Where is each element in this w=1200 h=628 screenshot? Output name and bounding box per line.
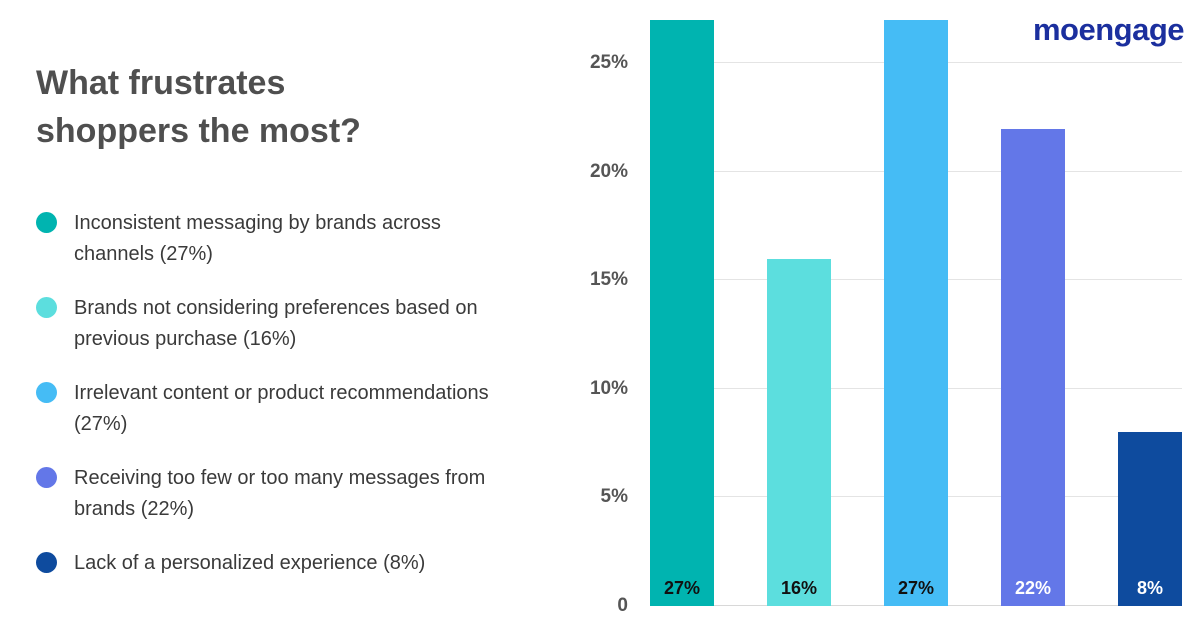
legend-item: Brands not considering preferences based…	[36, 293, 496, 355]
bars-container: 27% 16% 27% 22% 8%	[650, 20, 1182, 606]
bar: 16%	[767, 258, 831, 606]
bar-value-label: 16%	[780, 578, 818, 598]
y-axis-tick-label: 20%	[589, 160, 628, 182]
y-axis-tick-label: 25%	[589, 52, 628, 74]
moengage-logo: moengage	[1032, 12, 1185, 47]
legend-dot-icon	[36, 382, 57, 403]
bar: 22%	[1001, 128, 1065, 606]
y-axis-tick-label: 10%	[589, 377, 628, 399]
y-axis-tick-label: 15%	[589, 269, 628, 291]
bar-value-label: 27%	[897, 578, 935, 598]
legend-label: Irrelevant content or product recommenda…	[74, 382, 489, 435]
bar: 8%	[1118, 432, 1182, 606]
legend-item: Receiving too few or too many messages f…	[36, 463, 496, 525]
bar-value-label: 8%	[1136, 578, 1163, 598]
legend-dot-icon	[36, 552, 57, 573]
y-axis-tick-label: 5%	[600, 486, 628, 508]
legend-item: Irrelevant content or product recommenda…	[36, 378, 496, 440]
plot-area: 27% 16% 27% 22% 8%	[650, 20, 1182, 606]
legend-dot-icon	[36, 212, 57, 233]
legend-dot-icon	[36, 297, 57, 318]
chart-legend: Inconsistent messaging by brands across …	[36, 208, 496, 579]
legend-item: Lack of a personalized experience (8%)	[36, 548, 496, 579]
chart-title: What frustrates shoppers the most?	[36, 64, 361, 150]
legend-label: Lack of a personalized experience (8%)	[74, 552, 426, 574]
legend-label: Inconsistent messaging by brands across …	[74, 212, 441, 265]
bar-value-label: 27%	[663, 578, 701, 598]
legend-dot-icon	[36, 467, 57, 488]
bar-value-label: 22%	[1014, 578, 1052, 598]
legend-label: Brands not considering preferences based…	[74, 297, 478, 350]
legend-label: Receiving too few or too many messages f…	[74, 467, 486, 520]
bar: 27%	[884, 20, 948, 606]
legend-item: Inconsistent messaging by brands across …	[36, 208, 496, 270]
bar: 27%	[650, 20, 714, 606]
y-axis-tick-label: 0	[617, 595, 628, 616]
